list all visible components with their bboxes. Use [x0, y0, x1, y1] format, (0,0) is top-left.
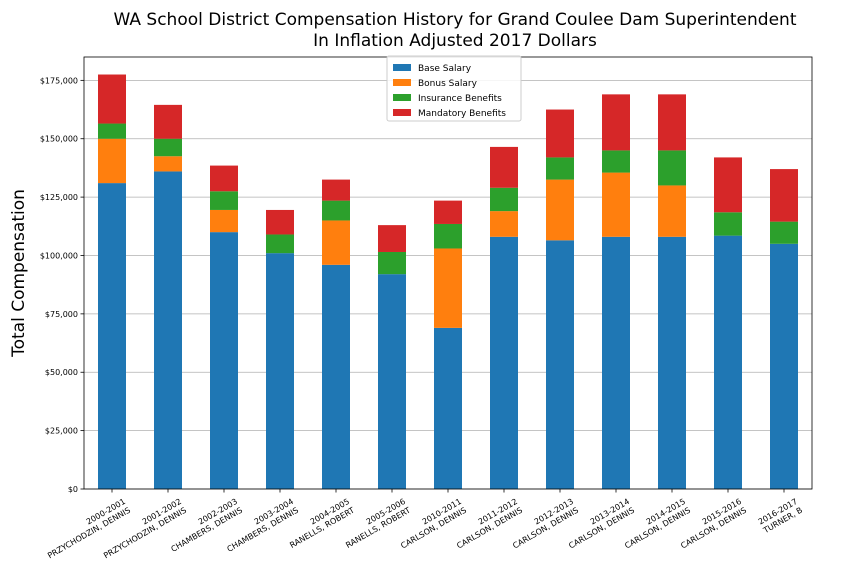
y-tick-label: $50,000: [45, 368, 78, 377]
bar-segment-base-salary: [490, 236, 518, 489]
legend-box: [386, 55, 522, 122]
bar-segment-bonus-salary: [490, 211, 518, 237]
y-tick-label: $75,000: [45, 310, 78, 319]
y-tick-label: $100,000: [40, 251, 78, 260]
bar-segment-base-salary: [770, 243, 798, 489]
legend-label: Base Salary: [418, 64, 472, 74]
bar-segment-insurance-benefits: [210, 191, 238, 210]
bar-segment-base-salary: [266, 253, 294, 489]
bar-segment-base-salary: [98, 183, 126, 489]
legend-swatch: [393, 94, 411, 101]
bar-segment-insurance-benefits: [490, 187, 518, 212]
legend: Base Salary Bonus Salary Insurance Benefit…: [386, 55, 522, 122]
bar-segment-bonus-salary: [546, 179, 574, 241]
bar-segment-bonus-salary: [434, 248, 462, 328]
bar-segment-insurance-benefits: [266, 234, 294, 254]
legend-label: Bonus Salary: [418, 79, 478, 89]
bar-segment-base-salary: [546, 240, 574, 489]
bar-segment-mandatory-benefits: [98, 74, 126, 124]
bar-segment-base-salary: [378, 274, 406, 489]
x-tick-labels: 2000-2001PRZYCHODZIN, DENNIS 2001-2002PRZ…: [46, 489, 804, 560]
bar-segment-mandatory-benefits: [546, 109, 574, 158]
bar-segment-bonus-salary: [658, 185, 686, 237]
bar-segment-mandatory-benefits: [322, 179, 350, 201]
legend-label: Mandatory Benefits: [418, 109, 506, 119]
bar-segment-insurance-benefits: [322, 200, 350, 221]
legend-swatch: [393, 79, 411, 86]
legend-swatch: [393, 109, 411, 116]
bar-segment-insurance-benefits: [658, 150, 686, 186]
bar-segment-base-salary: [322, 264, 350, 489]
bar-segment-base-salary: [210, 232, 238, 489]
y-tick-label: $150,000: [40, 135, 78, 144]
bar-segment-bonus-salary: [602, 172, 630, 237]
y-tick-label: $175,000: [40, 76, 78, 85]
y-tick-label: $25,000: [45, 427, 78, 436]
bar-segment-mandatory-benefits: [154, 104, 182, 139]
y-axis-label: Total Compensation: [9, 189, 29, 358]
bars-group: [98, 74, 798, 489]
x-tick-label: 2016-2017TURNER, B: [756, 497, 804, 536]
chart-subtitle: In Inflation Adjusted 2017 Dollars: [313, 31, 597, 51]
bar-segment-bonus-salary: [322, 220, 350, 265]
bar-segment-mandatory-benefits: [378, 225, 406, 252]
bar-segment-insurance-benefits: [770, 221, 798, 244]
svg-text:2016-2017TURNER, B: 2016-2017TURNER, B: [756, 497, 804, 536]
bar-segment-base-salary: [434, 327, 462, 489]
bar-segment-mandatory-benefits: [602, 94, 630, 151]
bar-segment-base-salary: [658, 236, 686, 489]
legend-label: Insurance Benefits: [418, 94, 502, 104]
y-tick-label: $0: [68, 485, 78, 494]
bar-segment-insurance-benefits: [602, 150, 630, 173]
bar-segment-insurance-benefits: [98, 123, 126, 139]
bar-segment-mandatory-benefits: [266, 209, 294, 235]
y-tick-labels: $0 $25,000 $50,000 $75,000 $100,000 $125,000 $…: [40, 76, 84, 494]
bar-segment-mandatory-benefits: [434, 200, 462, 224]
bar-segment-insurance-benefits: [546, 157, 574, 180]
y-tick-label: $125,000: [40, 193, 78, 202]
bar-segment-mandatory-benefits: [714, 157, 742, 213]
bar-segment-mandatory-benefits: [770, 169, 798, 222]
bar-segment-base-salary: [154, 171, 182, 489]
bar-segment-bonus-salary: [154, 156, 182, 172]
bar-segment-insurance-benefits: [714, 212, 742, 236]
bar-segment-mandatory-benefits: [210, 165, 238, 192]
bar-segment-bonus-salary: [98, 138, 126, 184]
bar-segment-base-salary: [714, 235, 742, 489]
bar-segment-insurance-benefits: [378, 251, 406, 275]
bar-segment-mandatory-benefits: [490, 146, 518, 188]
bar-segment-bonus-salary: [210, 209, 238, 233]
chart-title: WA School District Compensation History …: [114, 10, 797, 30]
bar-segment-insurance-benefits: [434, 223, 462, 249]
bar-segment-insurance-benefits: [154, 138, 182, 157]
bar-segment-mandatory-benefits: [658, 94, 686, 151]
legend-swatch: [393, 64, 411, 71]
bar-segment-base-salary: [602, 236, 630, 489]
